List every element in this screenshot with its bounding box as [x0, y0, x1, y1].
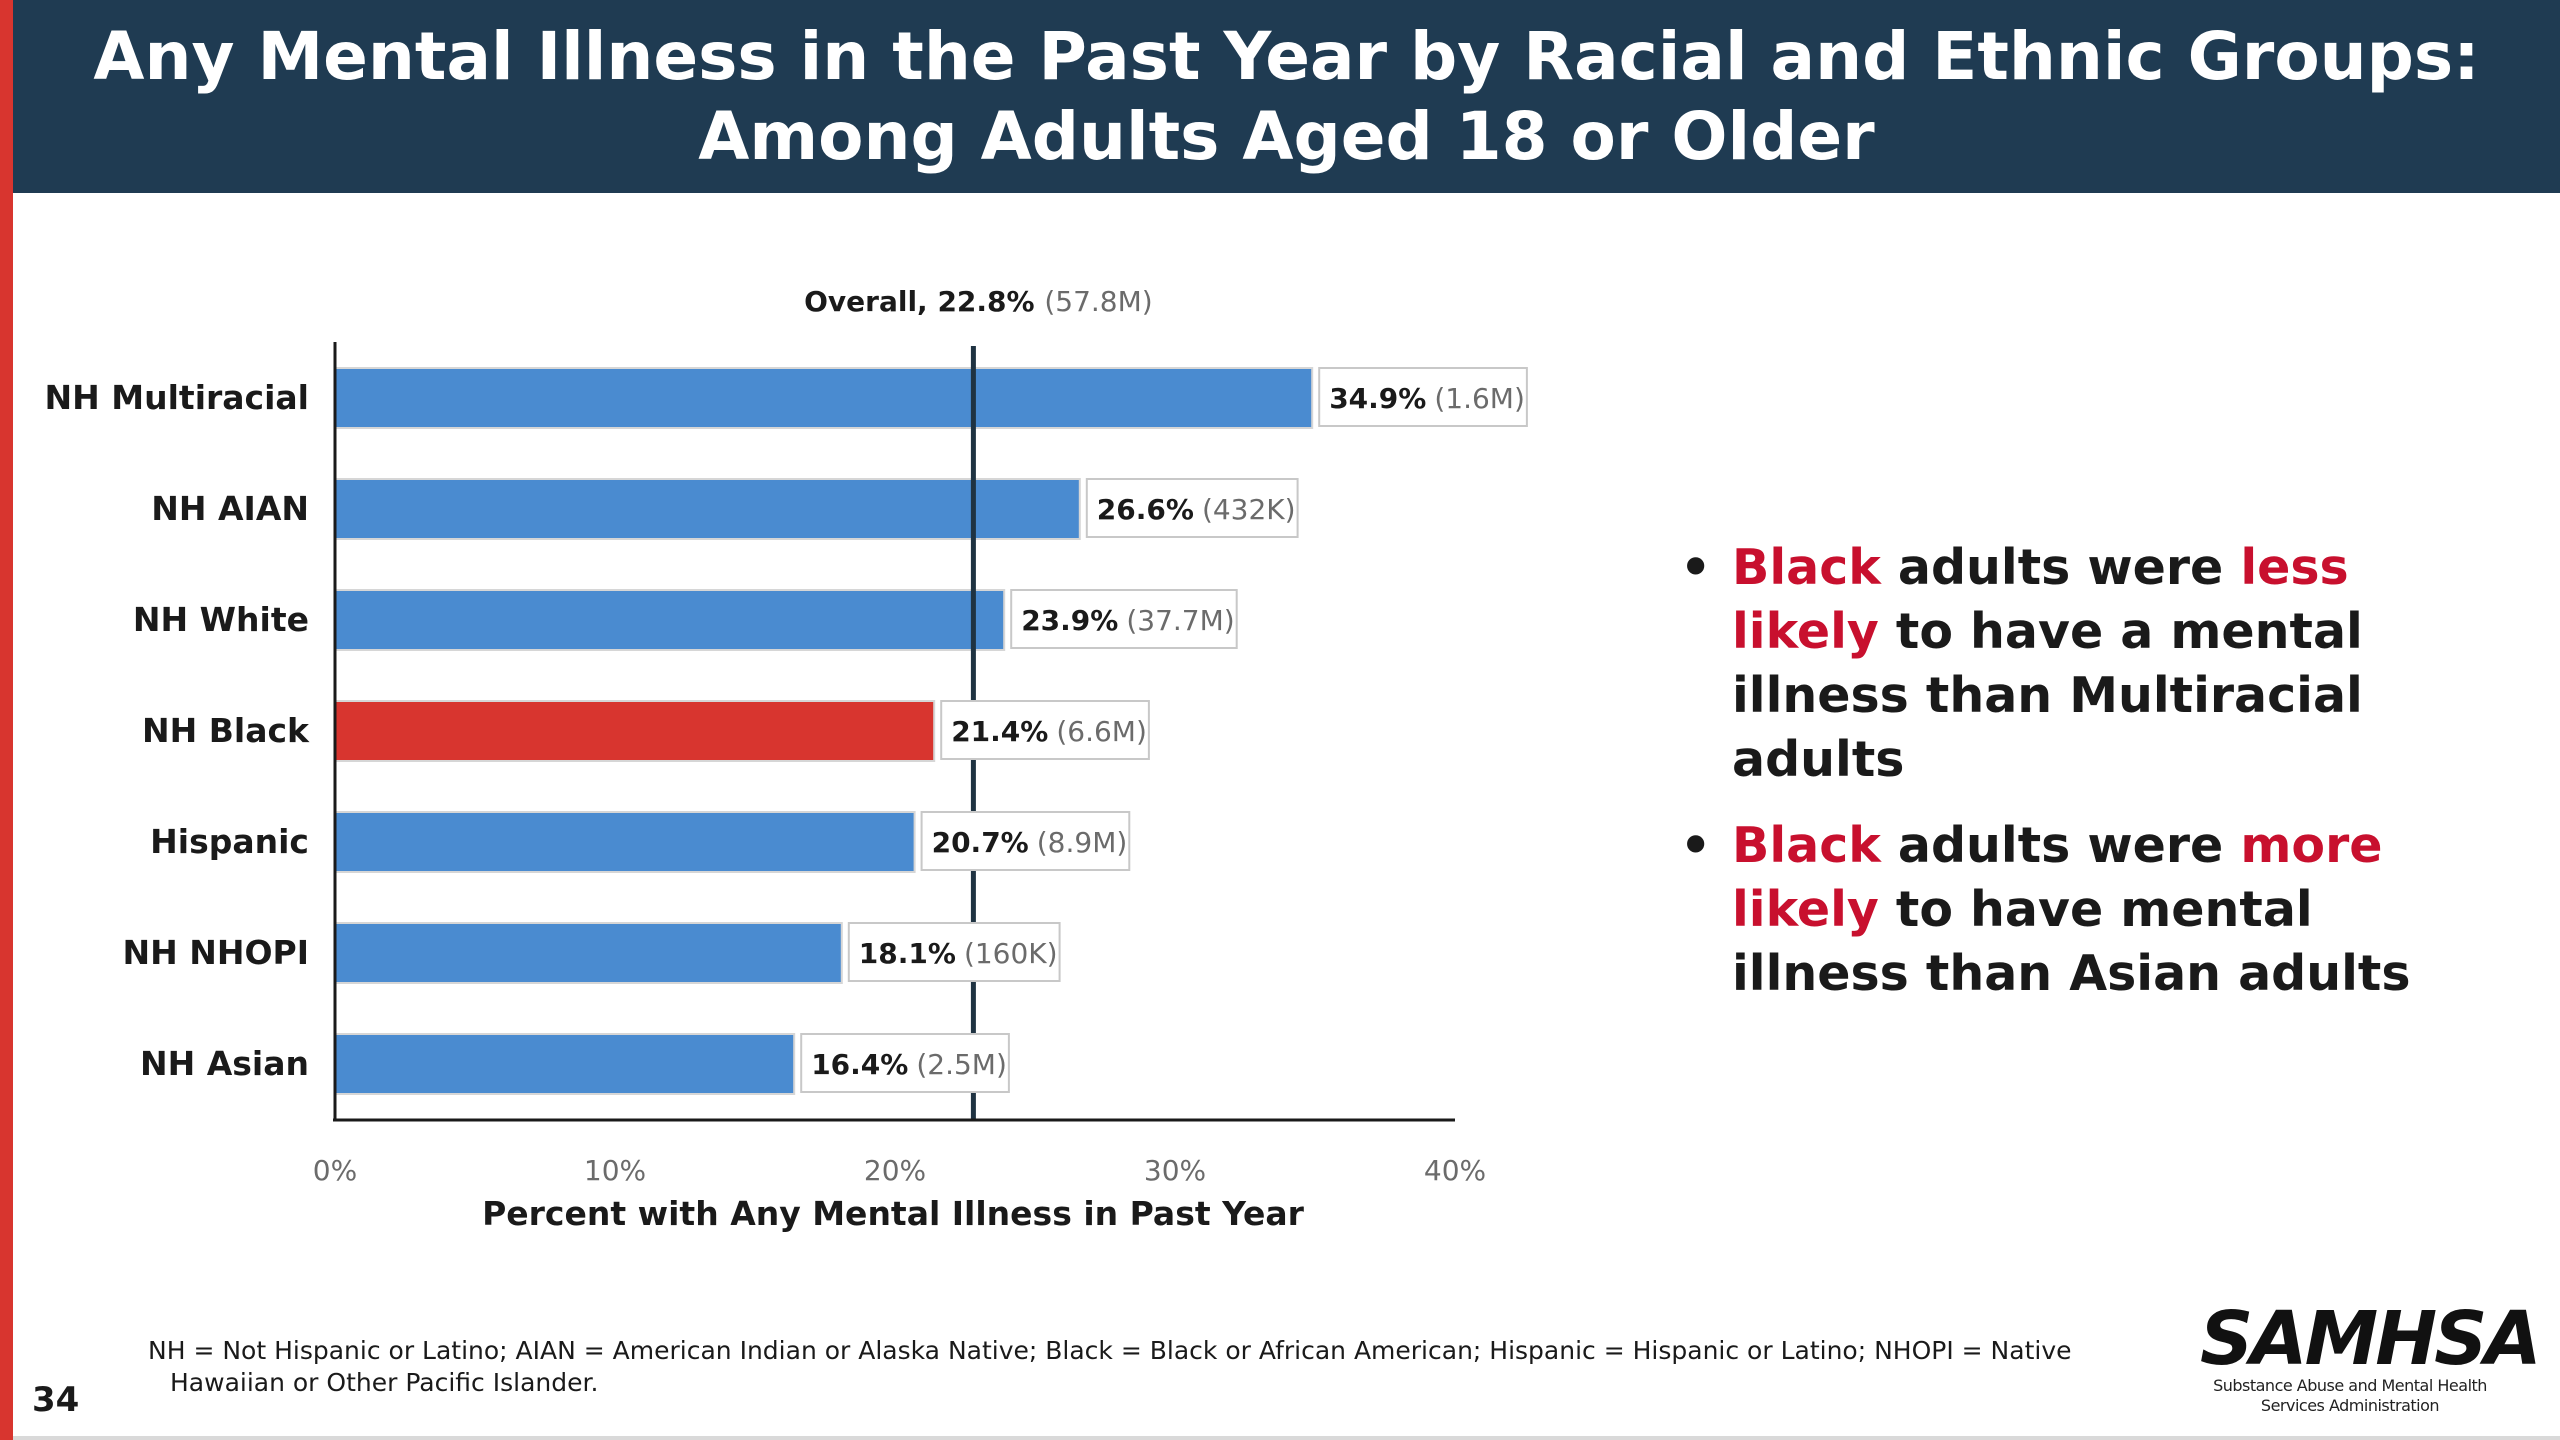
bar-chart: Overall, 22.8% (57.8M) NH Multiracial 34.…	[45, 285, 1528, 1233]
finding-text: adults were	[1880, 817, 2241, 874]
data-label-box	[1010, 589, 1238, 649]
data-label-box	[940, 700, 1150, 760]
category-label: Hispanic	[150, 822, 309, 861]
data-label-percent: 23.9%	[1021, 604, 1118, 637]
data-label-count: (6.6M)	[1056, 715, 1147, 748]
left-accent-stripe	[0, 0, 13, 1440]
category-label: NH Asian	[140, 1044, 309, 1083]
page-title-line1: Any Mental Illness in the Past Year by R…	[93, 17, 2480, 95]
finding-comparison: less likely	[1732, 539, 2349, 660]
data-label-box	[847, 922, 1061, 982]
bar-nh-nhopi	[334, 922, 843, 984]
category-label: NH Black	[142, 711, 310, 750]
bullet-marker: •	[1680, 817, 1712, 874]
finding-text: to have a mental illness than Multiracia…	[1732, 603, 2363, 788]
category-label: NH AIAN	[151, 489, 309, 528]
x-tick-label: 10%	[584, 1154, 646, 1187]
data-label-count: (1.6M)	[1434, 382, 1525, 415]
title-bar: Any Mental Illness in the Past Year by R…	[13, 0, 2560, 193]
bar-nh-black	[334, 700, 936, 762]
data-label-percent: 20.7%	[932, 826, 1029, 859]
data-label-box	[800, 1033, 1010, 1093]
data-label: 16.4% (2.5M)	[811, 1048, 1007, 1081]
bullet-marker: •	[1680, 539, 1712, 596]
data-label-percent: 26.6%	[1097, 493, 1194, 526]
finding-subject: Black	[1732, 817, 1881, 874]
finding-text: adults were	[1880, 539, 2241, 596]
x-tick-label: 0%	[313, 1154, 357, 1187]
finding-bullet-less-likely: • Black adults were less likely to have …	[1680, 536, 2500, 792]
finding-bullet-more-likely: • Black adults were more likely to have …	[1680, 814, 2500, 1006]
data-label-percent: 16.4%	[811, 1048, 908, 1081]
data-label-count: (160K)	[964, 937, 1058, 970]
category-label: NH NHOPI	[123, 933, 309, 972]
finding-comparison: more likely	[1732, 817, 2383, 938]
data-label: 20.7% (8.9M)	[932, 826, 1128, 859]
category-label: NH White	[133, 600, 309, 639]
overall-reference-label: Overall, 22.8% (57.8M)	[804, 285, 1153, 318]
samhsa-logo: SAMHSA Substance Abuse and Mental Health…	[2200, 1296, 2542, 1416]
x-axis-title: Percent with Any Mental Illness in Past …	[482, 1194, 1305, 1233]
data-label-count: (37.7M)	[1126, 604, 1234, 637]
bar-nh-aian	[334, 478, 1081, 540]
data-label: 34.9% (1.6M)	[1329, 382, 1525, 415]
key-findings-list: • Black adults were less likely to have …	[1680, 536, 2500, 1028]
data-label-percent: 18.1%	[859, 937, 956, 970]
logo-wordmark: SAMHSA	[2200, 1296, 2542, 1382]
bar-nh-white	[334, 589, 1006, 651]
category-label: NH Multiracial	[45, 378, 309, 417]
data-label-box	[1318, 367, 1528, 427]
data-label: 18.1% (160K)	[859, 937, 1058, 970]
data-label-box	[1085, 478, 1299, 538]
x-tick-label: 30%	[1144, 1154, 1206, 1187]
data-label-percent: 34.9%	[1329, 382, 1426, 415]
data-label-box	[920, 811, 1131, 871]
bar-nh-asian	[334, 1033, 796, 1095]
logo-subtitle-line2: Services Administration	[2260, 1396, 2440, 1415]
logo-subtitle-line1: Substance Abuse and Mental Health	[2213, 1376, 2487, 1395]
data-label-count: (2.5M)	[916, 1048, 1007, 1081]
page-number: 34	[32, 1380, 80, 1420]
data-label-percent: 21.4%	[951, 715, 1048, 748]
data-label-count: (8.9M)	[1037, 826, 1128, 859]
finding-text: to have mental illness than Asian adults	[1732, 881, 2411, 1002]
data-label: 26.6% (432K)	[1097, 493, 1296, 526]
data-label: 23.9% (37.7M)	[1021, 604, 1234, 637]
x-tick-label: 40%	[1424, 1154, 1486, 1187]
data-label-count: (432K)	[1202, 493, 1296, 526]
bar-hispanic	[334, 811, 916, 873]
page-title-line2: Among Adults Aged 18 or Older	[698, 97, 1875, 175]
x-tick-label: 20%	[864, 1154, 926, 1187]
finding-subject: Black	[1732, 539, 1881, 596]
bottom-rule	[13, 1436, 2560, 1440]
bar-nh-multiracial	[334, 367, 1314, 429]
abbreviation-footnote: NH = Not Hispanic or Latino; AIAN = Amer…	[148, 1336, 2072, 1397]
data-label: 21.4% (6.6M)	[951, 715, 1147, 748]
